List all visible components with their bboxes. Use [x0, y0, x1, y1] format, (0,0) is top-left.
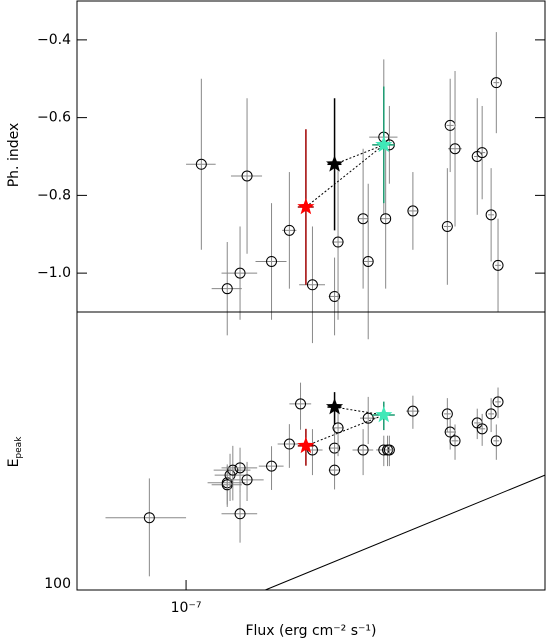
data-point — [143, 512, 155, 524]
reference-line — [265, 474, 546, 591]
data-point — [329, 464, 341, 476]
data-point — [380, 213, 392, 225]
data-point — [295, 398, 307, 410]
data-point — [441, 220, 453, 232]
data-point — [383, 444, 395, 456]
data-point — [407, 205, 419, 217]
y-tick-label: 100 — [44, 576, 71, 592]
data-point — [241, 170, 253, 182]
data-point — [476, 423, 488, 435]
y-tick-label: −0.4 — [37, 32, 71, 48]
data-point — [266, 255, 278, 267]
data-point — [492, 396, 504, 408]
data-point — [490, 435, 502, 447]
label-main: E — [6, 459, 22, 468]
data-point — [332, 236, 344, 248]
star-point — [297, 198, 315, 215]
data-point — [241, 474, 253, 486]
y-axis-label: Ph. index — [6, 123, 22, 188]
data-point — [441, 408, 453, 420]
data-point — [234, 508, 246, 520]
y-tick-label: −0.8 — [37, 187, 71, 203]
plot-frame — [76, 311, 546, 591]
data-point — [476, 147, 488, 159]
star-point — [326, 398, 344, 415]
data-point — [490, 77, 502, 89]
connector — [305, 414, 384, 447]
star-point — [375, 406, 393, 423]
x-tick-label: 10⁻⁷ — [171, 600, 202, 616]
data-point — [195, 158, 207, 170]
star-point — [326, 155, 344, 172]
star-point — [297, 436, 315, 454]
data-point — [221, 283, 233, 295]
label-sub: peak — [14, 436, 24, 459]
data-point — [485, 209, 497, 221]
data-point — [266, 460, 278, 472]
y-tick-label: −1.0 — [37, 265, 71, 281]
data-point — [449, 435, 461, 447]
y-axis-label: Epeak — [6, 436, 24, 468]
data-point — [234, 462, 246, 474]
data-point — [357, 444, 369, 456]
data-point — [227, 464, 239, 476]
x-axis-label: Flux (erg cm⁻² s⁻¹) — [245, 623, 376, 639]
data-point — [283, 438, 295, 450]
data-point — [234, 267, 246, 279]
data-point — [449, 143, 461, 155]
connector — [305, 144, 385, 208]
connector — [334, 406, 384, 416]
star-point — [375, 135, 393, 153]
data-point — [407, 405, 419, 417]
data-point — [329, 442, 341, 454]
data-point — [362, 255, 374, 267]
data-point — [329, 290, 341, 302]
data-point — [306, 279, 318, 291]
y-tick-label: −0.6 — [37, 110, 71, 126]
data-point — [485, 408, 497, 420]
data-point — [332, 422, 344, 434]
data-point — [362, 412, 374, 424]
connector — [334, 144, 384, 165]
data-point — [283, 224, 295, 236]
data-point — [492, 259, 504, 271]
